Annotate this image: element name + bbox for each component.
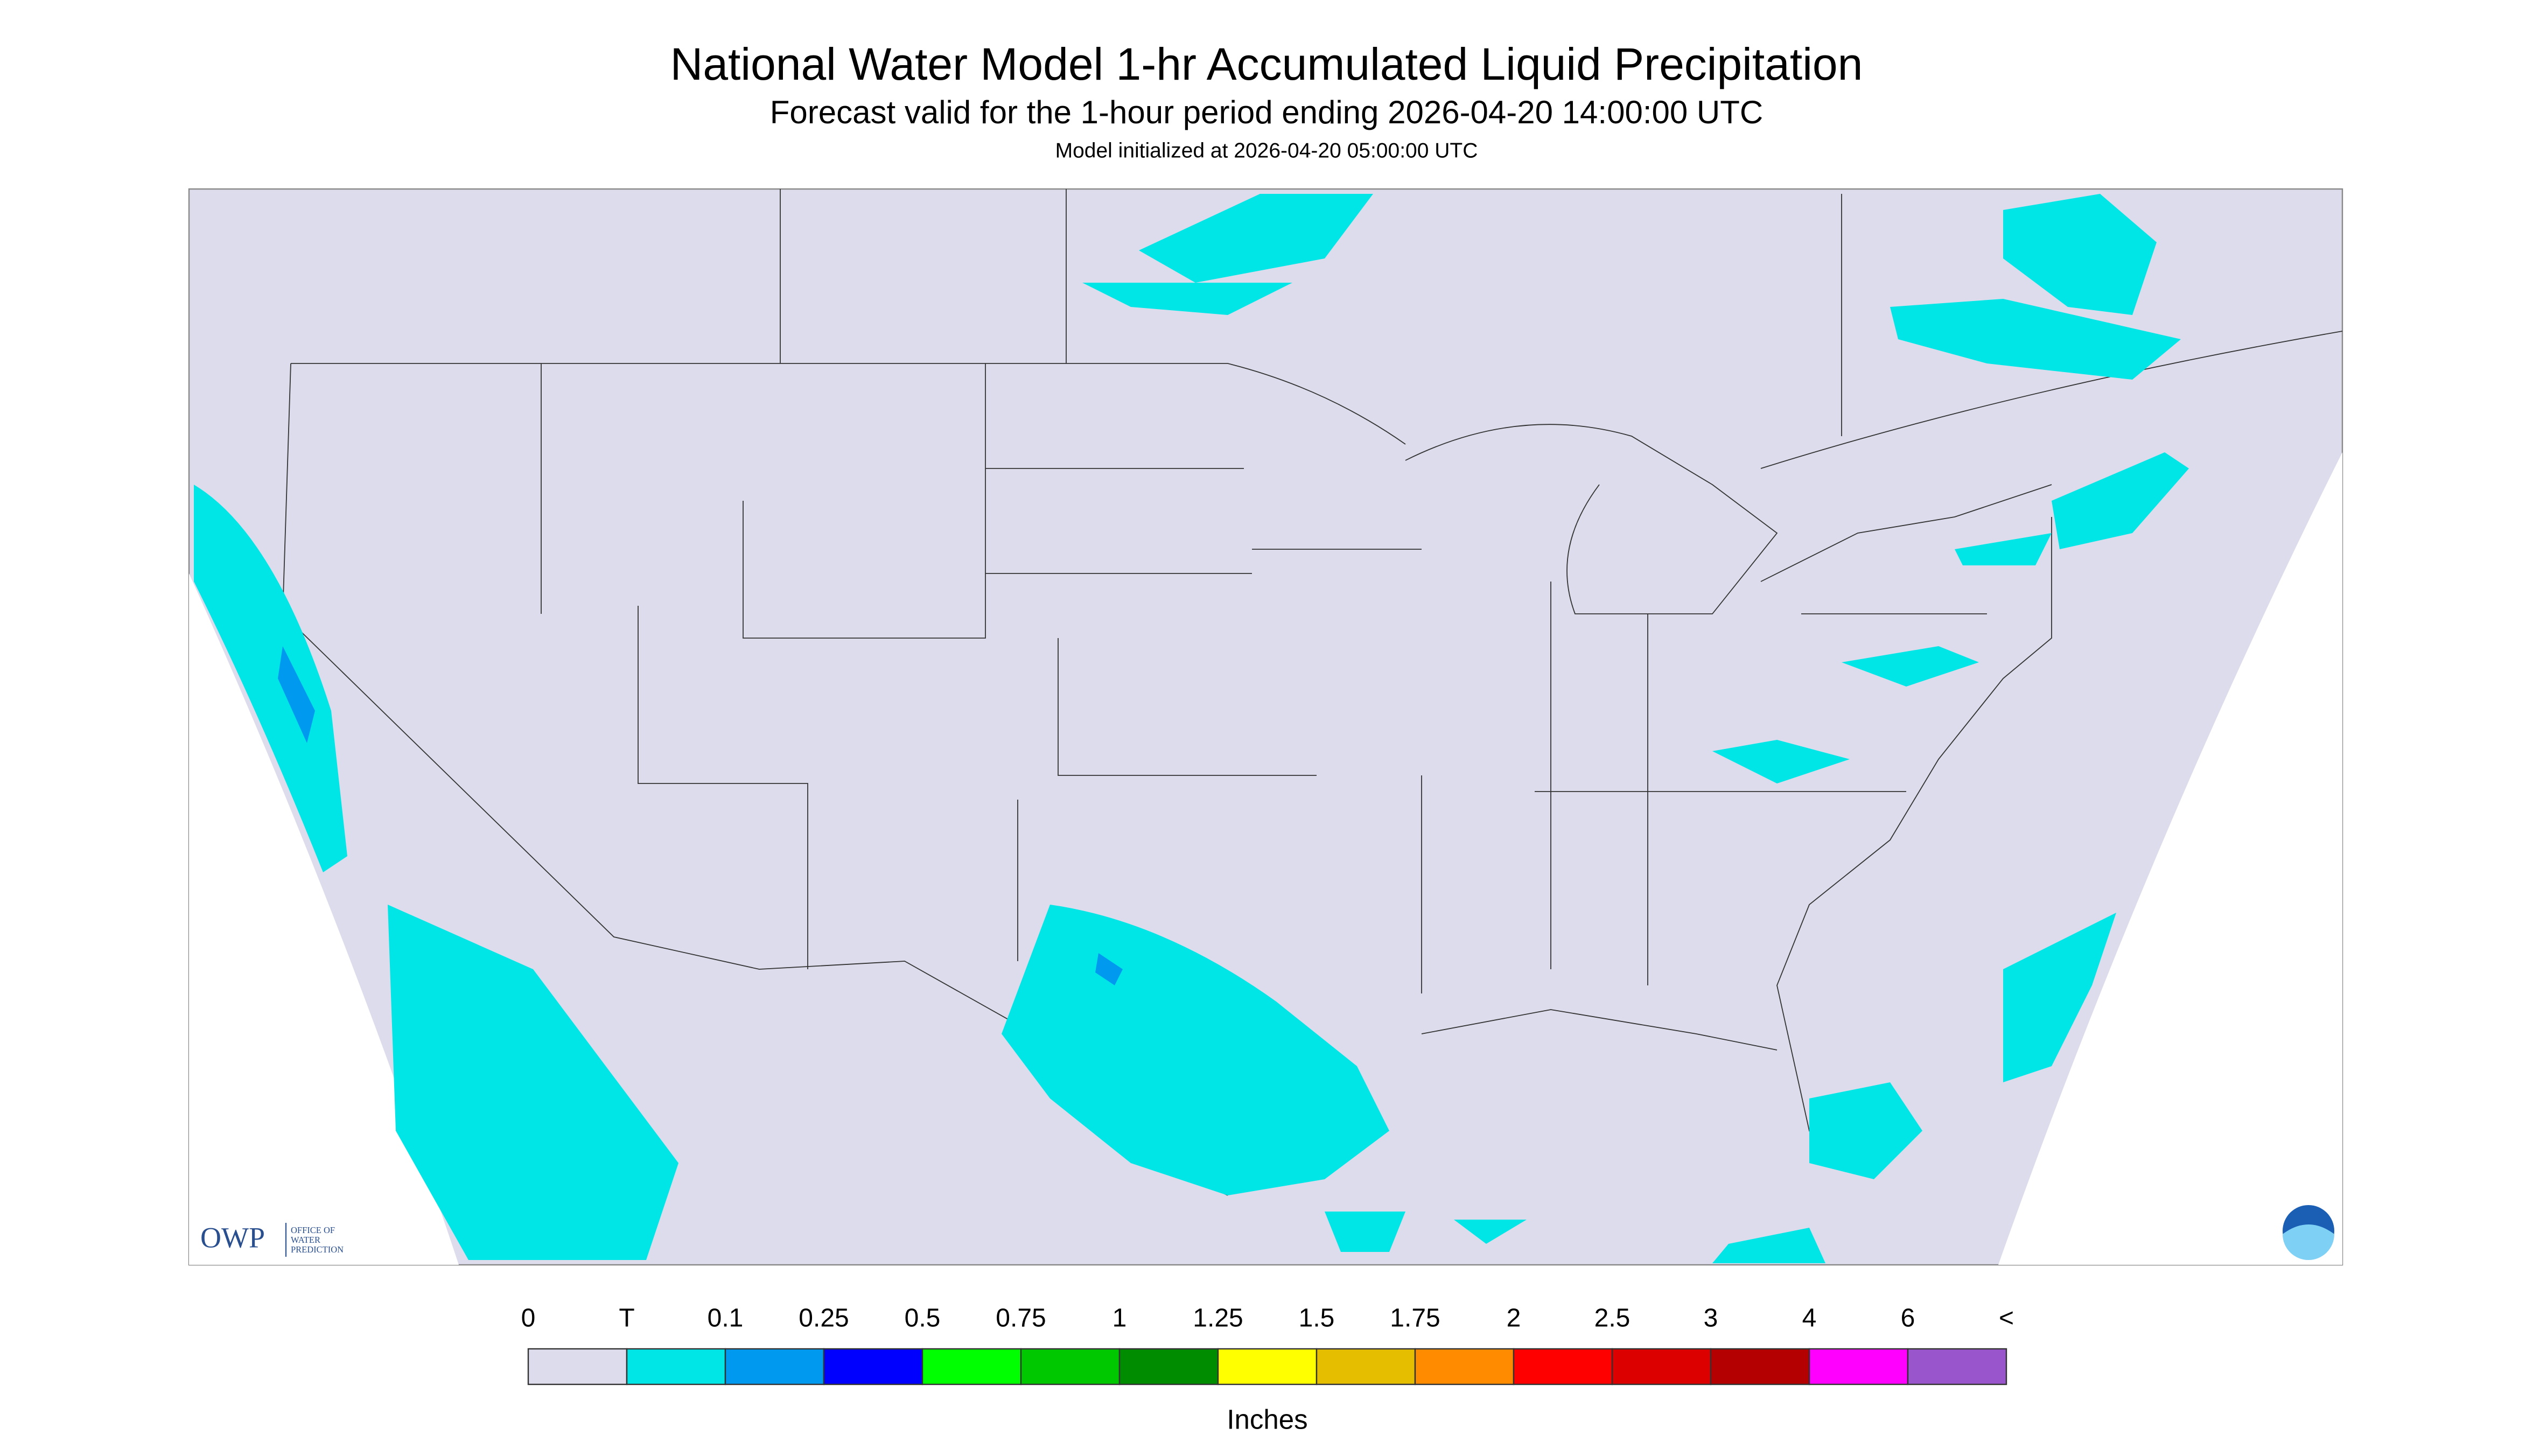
legend-swatch [626,1348,726,1385]
legend-label: 1.5 [1299,1304,1335,1333]
logo-name: PREDICTION [291,1244,344,1255]
legend-label: 4 [1802,1304,1817,1333]
legend-swatch [1020,1348,1121,1385]
legend-swatch [921,1348,1022,1385]
legend-swatch [1414,1348,1515,1385]
legend-label: 6 [1901,1304,1915,1333]
init-note: Model initialized at 2026-04-20 05:00:00… [1055,139,1478,162]
noaa-logo [2283,1205,2334,1261]
legend-swatch [1907,1348,2007,1385]
logo-name: WATER [291,1235,320,1245]
legend-label: 0.75 [996,1304,1046,1333]
outside-domain-right [1998,452,2342,1265]
legend-swatch [823,1348,923,1385]
legend-label: 1 [1112,1304,1127,1333]
legend-label: 0 [521,1304,536,1333]
legend-swatch [1217,1348,1318,1385]
legend-swatch [1808,1348,1909,1385]
map: OWP OFFICE OF WATER PREDICTION [188,188,2343,1266]
legend-label: 2.5 [1594,1304,1631,1333]
legend-label: 3 [1704,1304,1718,1333]
legend-label: 1.25 [1193,1304,1243,1333]
legend-unit: Inches [1227,1404,1307,1434]
owp-logo: OWP OFFICE OF WATER PREDICTION [200,1221,344,1257]
legend-label: 0.5 [905,1304,941,1333]
subtitle: Forecast valid for the 1-hour period end… [770,94,1763,130]
outside-domain-left [189,573,459,1265]
legend-label: 0.1 [708,1304,744,1333]
legend-label: < [1999,1304,2014,1333]
legend-label: 2 [1507,1304,1521,1333]
precipitation-areas [194,194,2189,1264]
legend-label: T [619,1304,634,1333]
logo-abbr: OWP [200,1221,265,1254]
legend-swatch [527,1348,628,1385]
legend-label: 1.75 [1390,1304,1440,1333]
legend-swatch [1710,1348,1810,1385]
legend-swatch [1611,1348,1712,1385]
legend-label: 0.25 [799,1304,849,1333]
title: National Water Model 1-hr Accumulated Li… [670,39,1863,89]
legend: 0 T 0.1 0.25 0.5 0.75 1 1.25 1.5 1.75 2 2.5 3 4 6 < Inch… [521,1304,2014,1435]
boundaries [282,189,2343,1196]
legend-swatch [1118,1348,1219,1385]
legend-swatch [1316,1348,1416,1385]
logo-name: OFFICE OF [291,1225,335,1235]
legend-swatch [724,1348,825,1385]
legend-swatch [1513,1348,1613,1385]
